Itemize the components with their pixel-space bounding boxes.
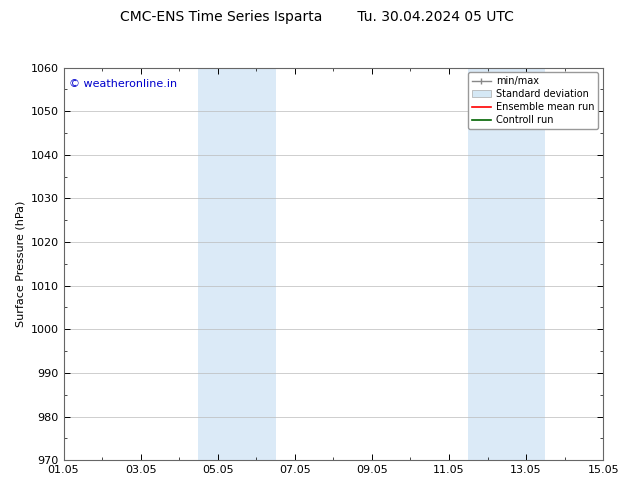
Y-axis label: Surface Pressure (hPa): Surface Pressure (hPa) — [15, 201, 25, 327]
Legend: min/max, Standard deviation, Ensemble mean run, Controll run: min/max, Standard deviation, Ensemble me… — [468, 73, 598, 129]
Text: © weatheronline.in: © weatheronline.in — [69, 79, 177, 89]
Bar — [469, 68, 545, 460]
Text: CMC-ENS Time Series Isparta        Tu. 30.04.2024 05 UTC: CMC-ENS Time Series Isparta Tu. 30.04.20… — [120, 10, 514, 24]
Bar — [198, 68, 276, 460]
